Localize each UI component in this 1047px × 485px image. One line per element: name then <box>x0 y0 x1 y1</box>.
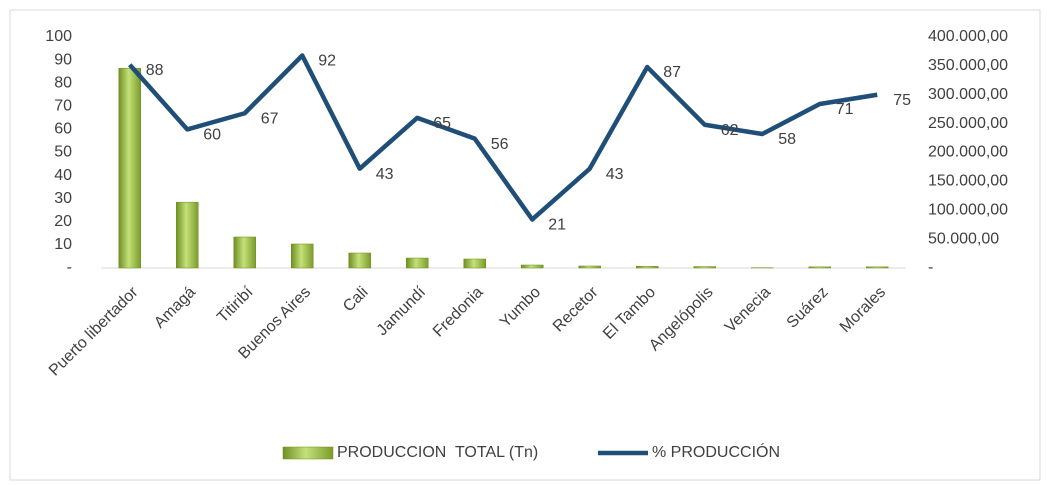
legend-swatch <box>282 446 334 460</box>
bar <box>636 266 659 269</box>
bar <box>521 264 544 269</box>
data-label: 43 <box>376 166 394 183</box>
data-label: 75 <box>893 92 911 109</box>
bar <box>866 266 889 269</box>
data-label: 65 <box>433 115 451 132</box>
legend-label: PRODUCCION TOTAL (Tn) <box>337 444 538 461</box>
y-tick-label: - <box>67 259 72 276</box>
y-tick-label: 70 <box>54 98 72 115</box>
data-label: 88 <box>146 62 164 79</box>
y-tick-label: 30 <box>54 190 72 207</box>
line <box>128 53 878 222</box>
data-label: 71 <box>836 101 854 118</box>
y-tick-label: 10 <box>54 236 72 253</box>
data-label: 21 <box>548 217 566 234</box>
bar <box>233 236 256 269</box>
y2-tick-label: 300.000,00 <box>928 86 1008 103</box>
y2-tick-label: 150.000,00 <box>928 173 1008 190</box>
y2-tick-label: 100.000,00 <box>928 201 1008 218</box>
y2-tick-label: 350.000,00 <box>928 57 1008 74</box>
bar <box>291 243 314 269</box>
data-label: 67 <box>261 110 279 127</box>
data-label: 87 <box>663 64 681 81</box>
y-tick-label: 60 <box>54 121 72 138</box>
legend-label: % PRODUCCIÓN <box>652 442 780 461</box>
y-tick-label: 20 <box>54 213 72 230</box>
data-label: 60 <box>203 127 221 144</box>
data-label: 43 <box>606 166 624 183</box>
bar <box>693 266 716 269</box>
y2-tick-label: 200.000,00 <box>928 144 1008 161</box>
y2-tick-label: 50.000,00 <box>928 230 999 247</box>
data-label: 56 <box>491 136 509 153</box>
bar <box>578 265 601 269</box>
y2-tick-label: 400.000,00 <box>928 28 1008 45</box>
data-label: 58 <box>778 131 796 148</box>
bar <box>808 266 831 269</box>
bar <box>406 257 429 269</box>
bar <box>176 201 199 269</box>
y-tick-label: 90 <box>54 51 72 68</box>
data-label: 92 <box>318 53 336 70</box>
bar <box>348 252 371 269</box>
y-tick-label: 50 <box>54 144 72 161</box>
y-tick-label: 100 <box>45 28 72 45</box>
y-tick-label: 80 <box>54 74 72 91</box>
y-tick-label: 40 <box>54 167 72 184</box>
bar <box>118 67 141 269</box>
chart-border <box>9 9 1041 481</box>
bar <box>463 258 486 269</box>
data-label: 62 <box>721 122 739 139</box>
y2-tick-label: 250.000,00 <box>928 115 1008 132</box>
y2-tick-label: - <box>928 259 933 276</box>
